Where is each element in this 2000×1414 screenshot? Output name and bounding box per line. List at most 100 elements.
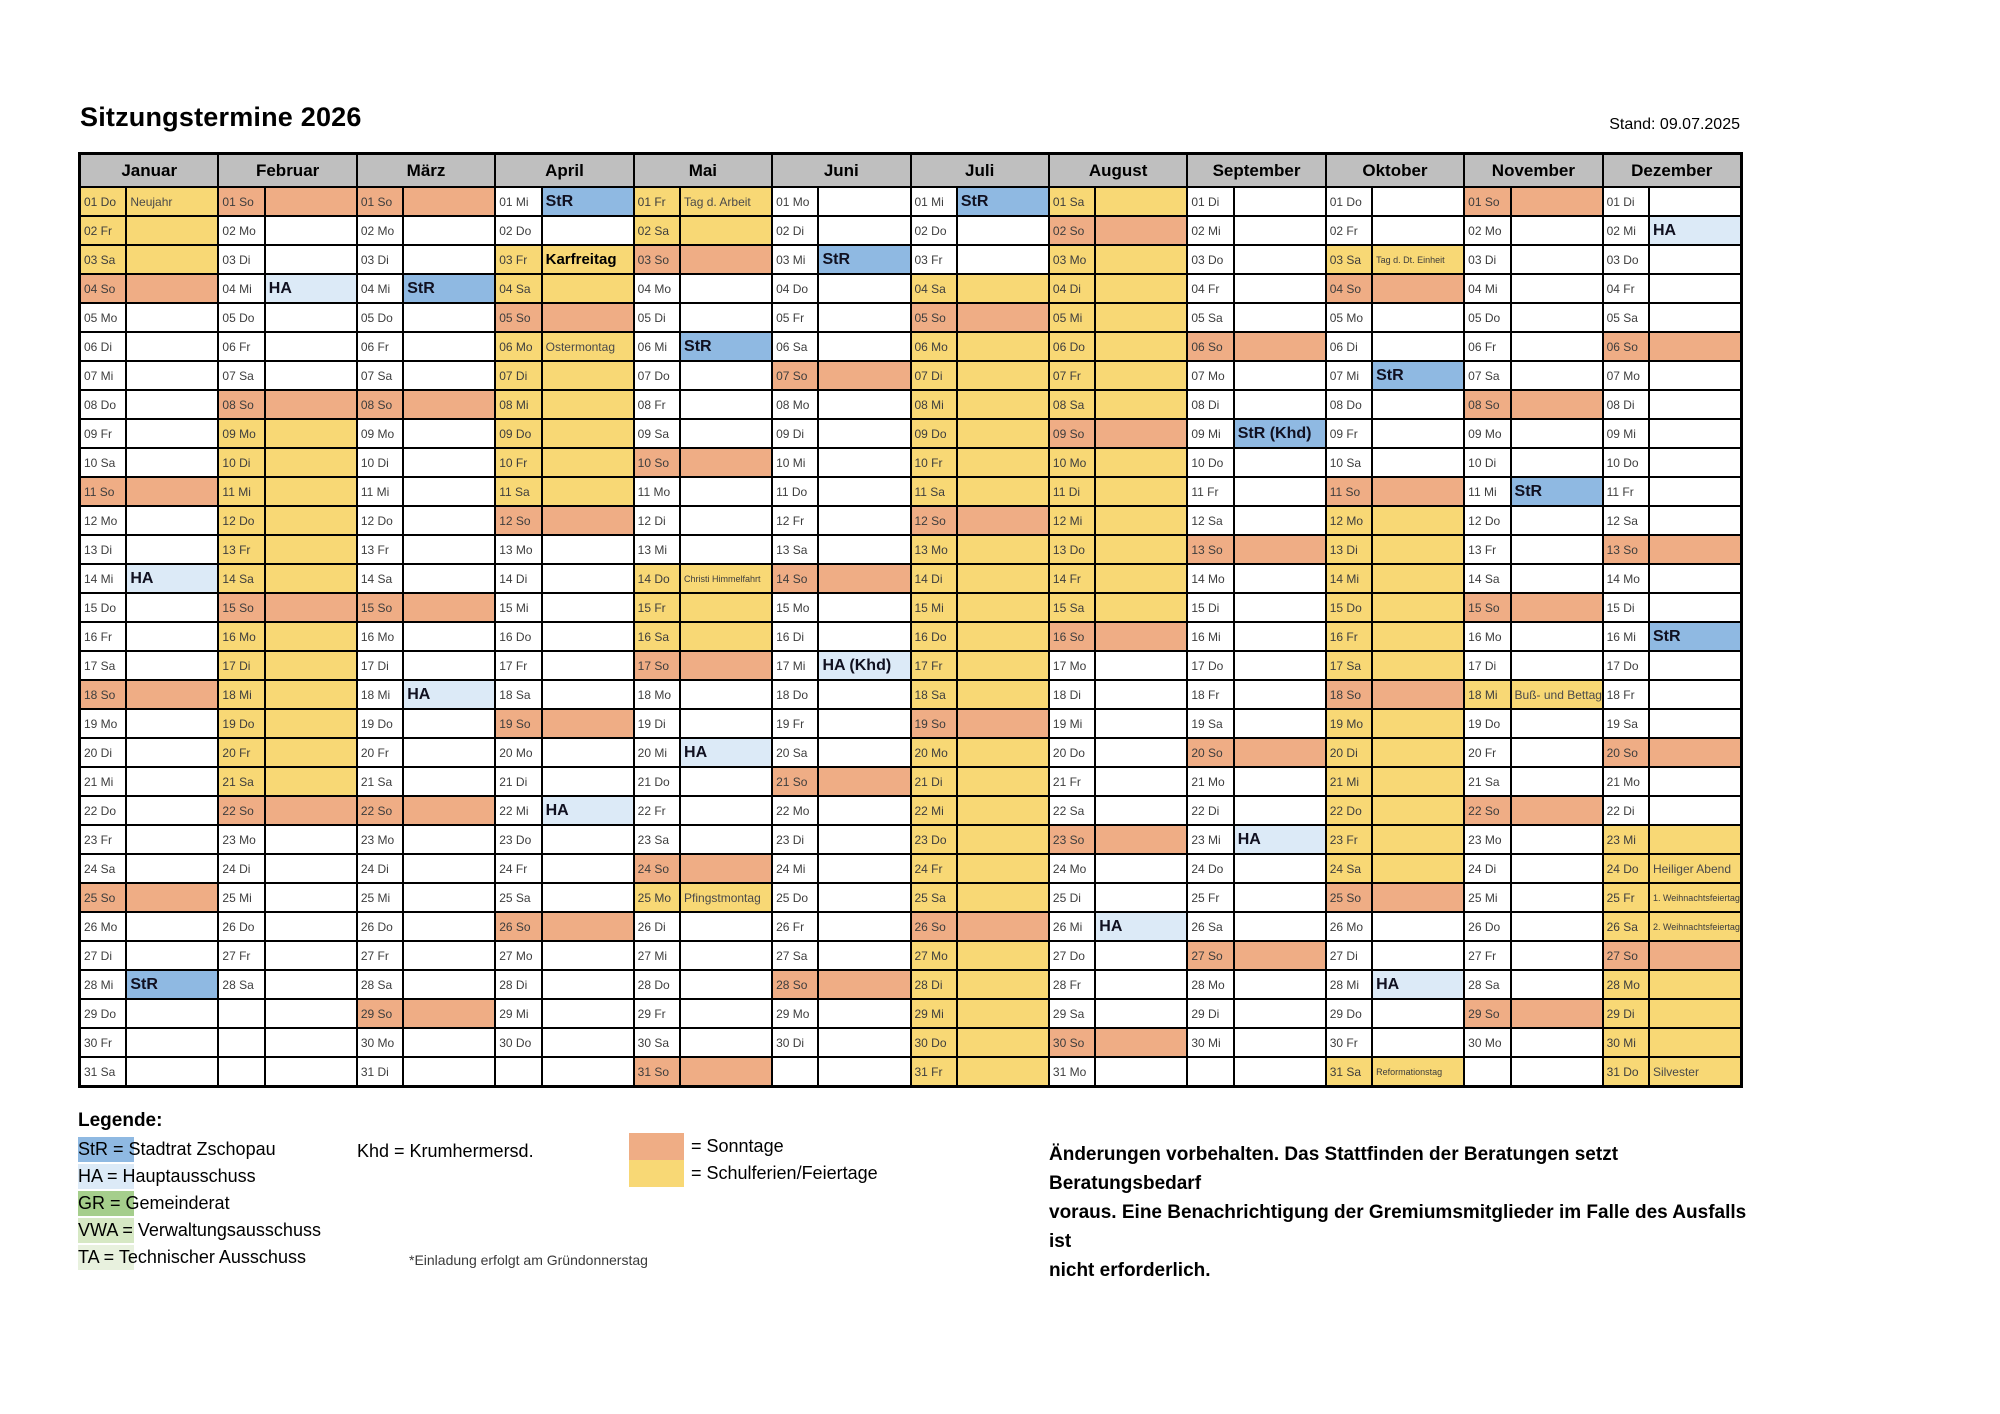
day-label: 13 Di (1326, 536, 1374, 563)
day-label: 23 Mo (219, 826, 266, 853)
event-cell (1649, 826, 1740, 853)
day-cell-november-24: 24 Di (1465, 855, 1602, 882)
event-cell (1512, 1058, 1602, 1085)
day-label: 28 Di (911, 971, 958, 998)
event-cell (957, 304, 1048, 331)
day-cell-august-26: 26 Mi HA (1049, 913, 1187, 940)
event-cell (1373, 1000, 1463, 1027)
day-label: 24 Sa (1326, 855, 1374, 882)
day-cell-januar-06: 06 Di (81, 333, 218, 360)
day-cell-april-10: 10 Fr (496, 449, 633, 476)
day-cell-juli-14: 14 Di (911, 565, 1048, 592)
event-cell (1373, 304, 1463, 331)
day-cell-februar-09: 09 Mo (219, 420, 356, 447)
day-label: 04 So (81, 275, 128, 302)
event-cell (543, 594, 633, 621)
day-label: 08 Di (1604, 391, 1650, 418)
day-label: 29 Di (1603, 1000, 1650, 1027)
day-cell-juli-06: 06 Mo (911, 333, 1048, 360)
event-holiday: Pfingstmontag (681, 884, 772, 911)
day-label: 21 Mi (1326, 768, 1374, 795)
day-cell-juni-11: 11 Do (773, 478, 910, 505)
day-cell-juni-18: 18 Do (773, 681, 910, 708)
event-cell (543, 217, 633, 244)
event-cell (1373, 1029, 1463, 1056)
color-swatch (629, 1160, 684, 1187)
day-label: 15 Sa (1049, 594, 1097, 621)
day-label: 09 Mo (358, 420, 405, 447)
day-label: 16 Di (773, 623, 820, 650)
day-label (1465, 1058, 1512, 1085)
event-ha: HA (681, 739, 772, 766)
day-cell-dezember-03: 03 Do (1603, 246, 1740, 273)
event-str: StR (957, 188, 1048, 215)
event-cell (1096, 855, 1186, 882)
day-cell-april-21: 21 Di (496, 768, 633, 795)
day-cell-november-15: 15 So (1465, 594, 1602, 621)
event-cell (1650, 478, 1740, 505)
day-label: 05 Mi (1049, 304, 1097, 331)
day-cell-februar-06: 06 Fr (219, 333, 356, 360)
event-cell (542, 507, 633, 534)
day-cell-april-09: 09 Do (496, 420, 633, 447)
day-label: 14 Do (634, 565, 682, 592)
day-label: 13 Fr (1465, 536, 1512, 563)
event-cell (127, 246, 218, 273)
event-cell (127, 420, 217, 447)
day-cell-juli-10: 10 Fr (911, 449, 1048, 476)
day-label: 13 Fr (219, 536, 266, 563)
day-cell-november-03: 03 Di (1465, 246, 1602, 273)
day-cell-januar-10: 10 Sa (81, 449, 218, 476)
day-cell-april-05: 05 So (496, 304, 633, 331)
day-cell-dezember-19: 19 Sa (1603, 710, 1740, 737)
day-label: 05 Do (219, 304, 266, 331)
day-cell-april-13: 13 Mo (496, 536, 633, 563)
day-cell-juni-09: 09 Di (773, 420, 910, 447)
event-cell (1512, 565, 1602, 592)
day-label: 02 Do (496, 217, 543, 244)
day-label: 28 Sa (219, 971, 266, 998)
day-label: 13 So (1188, 536, 1235, 563)
day-label: 14 Fr (1049, 565, 1097, 592)
day-cell-oktober-27: 27 Di (1326, 942, 1464, 969)
day-cell-mai-03: 03 So (634, 246, 772, 273)
event-cell (404, 971, 494, 998)
day-cell-dezember-21: 21 Mo (1603, 768, 1740, 795)
event-cell (265, 536, 356, 563)
event-cell (957, 826, 1048, 853)
event-cell (1096, 449, 1187, 476)
day-label: 22 Mi (911, 797, 958, 824)
day-cell-august-28: 28 Fr (1049, 971, 1187, 998)
event-cell (957, 942, 1048, 969)
event-cell (1235, 652, 1325, 679)
day-cell-dezember-28: 28 Mo (1603, 971, 1740, 998)
day-cell-september-13: 13 So (1188, 536, 1325, 563)
day-label: 25 Mi (1465, 884, 1512, 911)
day-label: 10 Di (1465, 449, 1512, 476)
event-cell (958, 246, 1048, 273)
day-cell-juni-08: 08 Mo (773, 391, 910, 418)
day-cell-april-24: 24 Fr (496, 855, 633, 882)
day-label: 15 So (1465, 594, 1512, 621)
day-label: 23 Fr (81, 826, 128, 853)
day-label: 09 Mi (1604, 420, 1650, 447)
day-cell-juli-03: 03 Fr (911, 246, 1048, 273)
day-cell-januar-29: 29 Do (81, 1000, 218, 1027)
day-cell-oktober-08: 08 Do (1326, 391, 1464, 418)
event-cell (1235, 391, 1325, 418)
day-cell-april-28: 28 Di (496, 971, 633, 998)
day-cell-februar-19: 19 Do (219, 710, 356, 737)
day-label: 03 Di (1465, 246, 1512, 273)
event-cell (1235, 913, 1325, 940)
day-cell-april-12: 12 So (496, 507, 633, 534)
day-label: 05 Di (635, 304, 682, 331)
day-cell-dezember-08: 08 Di (1603, 391, 1740, 418)
day-label: 30 Do (496, 1029, 543, 1056)
day-label: 28 Di (496, 971, 543, 998)
day-label: 06 Fr (358, 333, 405, 360)
month-column-juli: Juli 01 Mi StR 02 Do 03 Fr 04 Sa 05 So 06 Mo 07 … (911, 155, 1048, 1085)
day-cell-oktober-03: 03 Sa Tag d. Dt. Einheit (1326, 246, 1464, 273)
day-label: 15 Do (1326, 594, 1374, 621)
month-header: März (357, 155, 495, 186)
day-cell-mai-01: 01 Fr Tag d. Arbeit (634, 188, 772, 215)
